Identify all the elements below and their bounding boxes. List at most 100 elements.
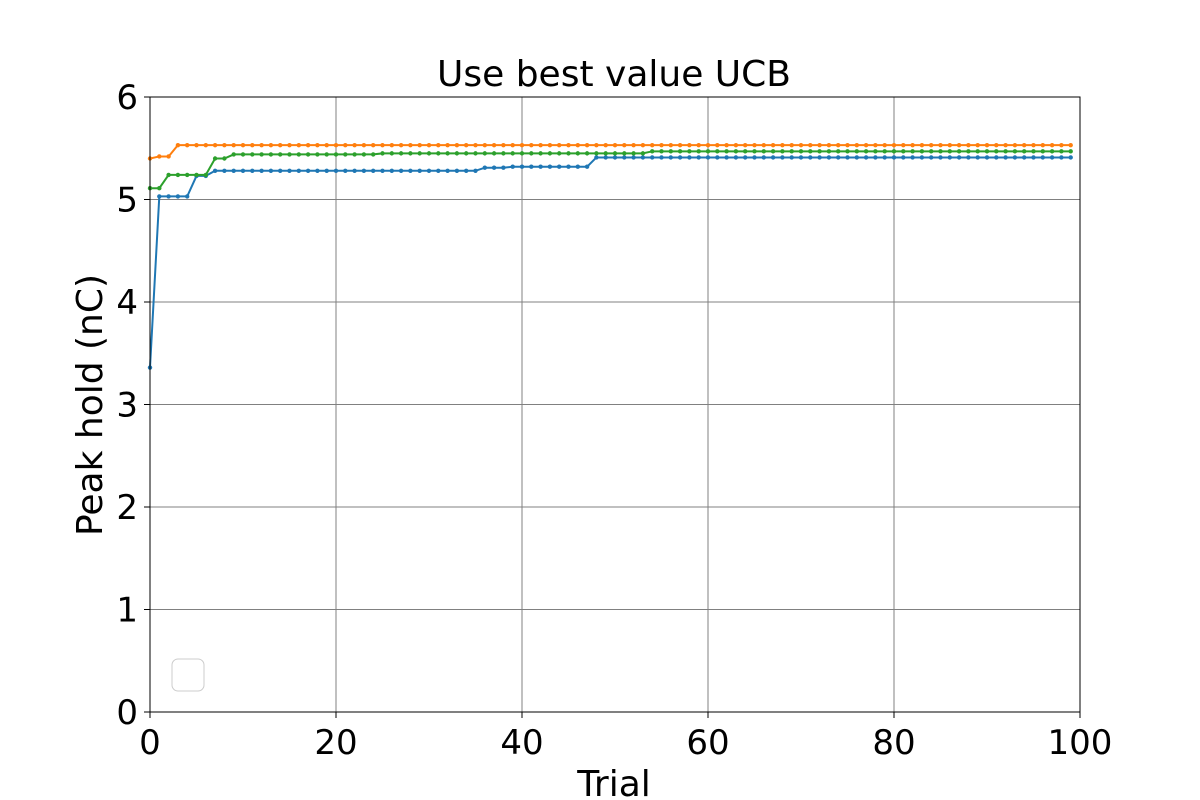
data-point xyxy=(231,142,236,148)
data-point xyxy=(919,155,925,160)
data-point xyxy=(510,151,515,156)
data-point xyxy=(278,168,283,173)
x-tick-label: 80 xyxy=(872,723,915,763)
series-line xyxy=(150,150,1071,190)
data-point xyxy=(798,149,804,154)
data-point xyxy=(650,142,655,148)
data-point xyxy=(408,168,413,173)
data-point xyxy=(343,168,348,173)
data-point xyxy=(510,164,515,169)
data-point xyxy=(743,142,748,148)
data-point xyxy=(398,168,404,173)
data-point xyxy=(789,142,794,148)
legend-box xyxy=(171,658,205,692)
x-tick-label: 0 xyxy=(139,723,161,763)
data-point xyxy=(259,152,264,157)
data-point xyxy=(250,142,255,148)
data-point xyxy=(445,168,450,173)
data-point xyxy=(873,142,878,148)
data-point xyxy=(715,142,720,148)
data-point xyxy=(1040,155,1046,160)
data-point xyxy=(361,152,367,157)
data-point xyxy=(501,151,506,156)
y-tick-label: 5 xyxy=(116,181,138,221)
data-point xyxy=(175,172,181,178)
x-tick-label: 60 xyxy=(686,723,729,763)
data-point xyxy=(305,142,311,148)
data-point xyxy=(873,155,878,160)
data-point xyxy=(798,142,804,148)
data-point xyxy=(1003,155,1008,160)
series-line xyxy=(149,144,1071,160)
data-point xyxy=(1003,149,1008,154)
data-point xyxy=(464,168,469,173)
data-point xyxy=(501,142,506,148)
data-point xyxy=(566,142,571,148)
data-point xyxy=(836,142,841,148)
data-point xyxy=(1021,142,1027,148)
data-point xyxy=(380,142,385,148)
data-point xyxy=(361,142,367,148)
data-point xyxy=(519,164,525,169)
data-point xyxy=(947,142,952,148)
data-point xyxy=(194,142,199,148)
data-point xyxy=(510,142,515,148)
series-2 xyxy=(147,149,1073,191)
data-point xyxy=(454,142,460,148)
data-point xyxy=(891,149,897,154)
data-point xyxy=(445,151,450,156)
data-point xyxy=(482,151,487,156)
data-point xyxy=(984,155,990,160)
data-point xyxy=(166,172,171,178)
y-tick-label: 6 xyxy=(116,78,138,118)
data-point xyxy=(222,142,227,148)
data-point xyxy=(371,142,376,148)
data-point xyxy=(538,164,543,169)
data-point xyxy=(333,168,339,173)
data-point xyxy=(529,164,534,169)
data-point xyxy=(994,155,999,160)
data-point xyxy=(1059,142,1064,148)
data-point xyxy=(817,149,822,154)
data-point xyxy=(352,152,357,157)
data-point xyxy=(789,149,794,154)
data-point xyxy=(808,149,813,154)
data-point xyxy=(752,142,757,148)
data-point xyxy=(426,142,432,148)
data-point xyxy=(622,142,627,148)
data-point xyxy=(956,149,962,154)
data-point xyxy=(705,149,711,154)
chart-title: Use best value UCB xyxy=(437,54,791,95)
data-point xyxy=(175,194,181,199)
data-point xyxy=(324,168,329,173)
grid xyxy=(149,96,1081,713)
data-point xyxy=(780,142,785,148)
data-point xyxy=(529,142,534,148)
data-point xyxy=(677,149,683,154)
data-point xyxy=(929,142,934,148)
data-point xyxy=(398,142,404,148)
data-point xyxy=(612,142,618,148)
data-point xyxy=(426,151,432,156)
data-point xyxy=(640,151,646,156)
data-point xyxy=(808,155,813,160)
data-point xyxy=(715,149,720,154)
data-point xyxy=(863,155,869,160)
data-point xyxy=(724,155,729,160)
data-point xyxy=(231,152,236,157)
data-point xyxy=(994,142,999,148)
data-point xyxy=(947,149,952,154)
data-point xyxy=(761,142,766,148)
data-point xyxy=(473,142,478,148)
data-point xyxy=(919,149,925,154)
data-point xyxy=(1040,142,1046,148)
data-point xyxy=(603,155,608,160)
data-point xyxy=(668,155,673,160)
data-point xyxy=(1068,149,1073,154)
x-tick-label: 100 xyxy=(1048,723,1113,763)
data-point xyxy=(677,155,683,160)
data-point xyxy=(408,142,413,148)
data-point xyxy=(1049,149,1055,154)
data-point xyxy=(910,155,915,160)
data-point xyxy=(938,155,943,160)
